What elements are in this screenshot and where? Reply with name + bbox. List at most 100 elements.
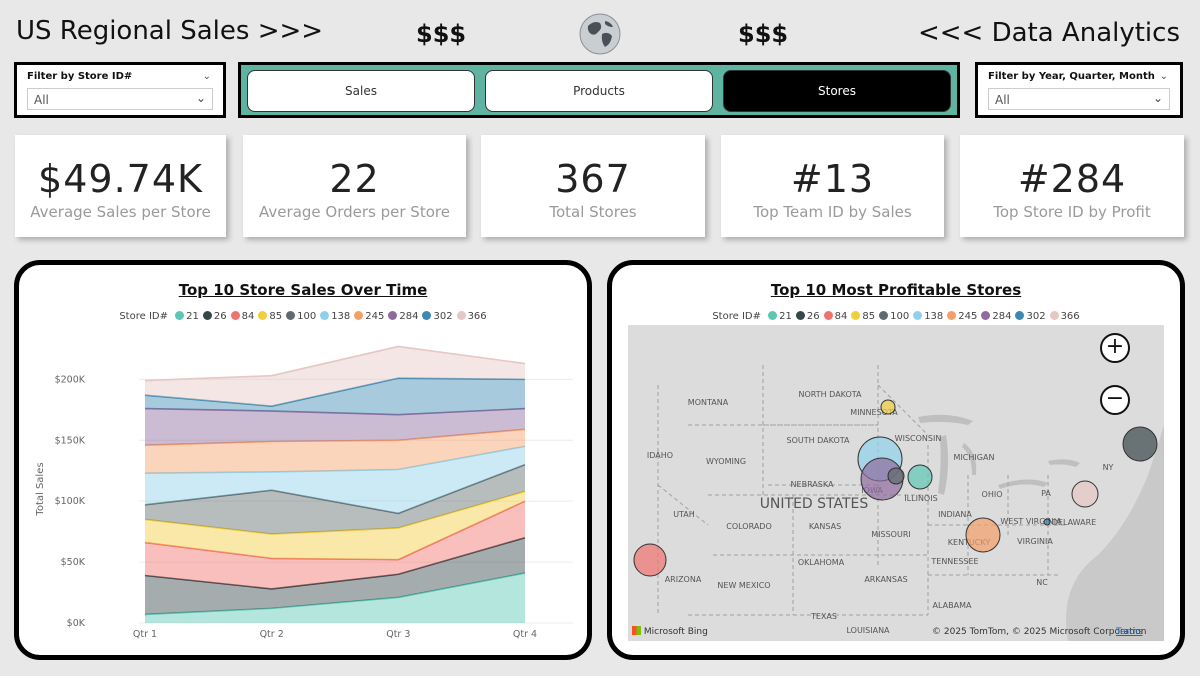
area-series-302[interactable]: [145, 378, 525, 415]
x-tick-label: Qtr 4: [513, 629, 537, 640]
legend-label: 85: [269, 311, 283, 322]
legend-dot: [1049, 311, 1059, 320]
legend-item[interactable]: 245: [947, 311, 977, 322]
legend-item[interactable]: 302: [1015, 311, 1046, 322]
legend-label: 138: [331, 311, 351, 322]
map-state-label: ARIZONA: [665, 575, 702, 584]
chevron-down-icon: ⌄: [1152, 91, 1163, 105]
kpi-card-top-team: #13 Top Team ID by Sales: [721, 135, 944, 237]
legend-title: Store ID#: [119, 311, 168, 322]
legend-item[interactable]: 85: [851, 311, 875, 322]
tab-stores[interactable]: Stores: [723, 70, 951, 112]
legend-label: 245: [958, 311, 978, 322]
map-state-label: SOUTH DAKOTA: [786, 436, 850, 445]
legend-label: 21: [186, 311, 199, 322]
legend-label: 84: [241, 311, 255, 322]
legend-item[interactable]: 84: [823, 311, 848, 322]
legend-item[interactable]: 84: [230, 311, 255, 322]
store-marker-21[interactable]: [907, 464, 933, 490]
area-series-138[interactable]: [145, 446, 525, 514]
legend-item[interactable]: 366: [456, 311, 487, 322]
legend-label: 284: [992, 311, 1012, 322]
period-filter-select[interactable]: All ⌄: [988, 88, 1170, 110]
store-filter-label: Filter by Store ID#: [27, 71, 133, 82]
area-series-366[interactable]: [145, 346, 525, 407]
store-filter[interactable]: Filter by Store ID# ⌄ All ⌄: [14, 62, 226, 118]
area-series-245[interactable]: [145, 429, 525, 474]
legend-item[interactable]: 85: [258, 311, 282, 322]
map-state-label: NORTH DAKOTA: [798, 390, 862, 399]
map-state-label: LOUISIANA: [846, 626, 890, 635]
area-series-284[interactable]: [145, 408, 525, 446]
store-marker-26[interactable]: [1122, 426, 1158, 462]
legend-item[interactable]: 284: [981, 311, 1011, 322]
store-marker-85[interactable]: [880, 399, 896, 415]
tab-products[interactable]: Products: [485, 70, 713, 112]
kpi-label: Top Team ID by Sales: [753, 203, 912, 221]
map-view[interactable]: NORTH DAKOTA MONTANA MINNESOTA SOUTH DAKOTA…: [628, 325, 1164, 641]
map-state-label: ALABAMA: [933, 601, 972, 610]
legend-item[interactable]: 284: [388, 311, 418, 322]
map-state-label: NC: [1036, 578, 1048, 587]
y-tick-label: $50K: [61, 557, 86, 568]
bing-logo: Microsoft Bing: [632, 626, 708, 637]
store-filter-select[interactable]: All ⌄: [27, 88, 213, 110]
area-series-26[interactable]: [145, 537, 525, 615]
legend-item[interactable]: 138: [320, 311, 350, 322]
map-title: Top 10 Most Profitable Stores: [770, 281, 1022, 299]
map-markers[interactable]: NORTH DAKOTA MONTANA MINNESOTA SOUTH DAKOTA…: [628, 325, 1164, 641]
legend-item[interactable]: 138: [913, 311, 943, 322]
chevron-down-icon[interactable]: ⌄: [202, 71, 211, 82]
store-marker-84[interactable]: [633, 543, 667, 577]
tab-sales[interactable]: Sales: [247, 70, 475, 112]
zoom-in-button[interactable]: +: [1100, 333, 1130, 363]
legend-item[interactable]: 245: [354, 311, 384, 322]
legend-item[interactable]: 100: [286, 311, 316, 322]
map-copyright: © 2025 TomTom, © 2025 Microsoft Corporat…: [932, 627, 1147, 637]
legend-item[interactable]: 302: [422, 311, 453, 322]
map-state-label: PA: [1041, 489, 1051, 498]
legend-dot: [981, 311, 991, 320]
page-title: US Regional Sales >>>: [16, 16, 324, 46]
chevron-down-icon[interactable]: ⌄: [1159, 71, 1168, 82]
store-marker-302[interactable]: [1043, 518, 1051, 526]
kpi-value: $49.74K: [38, 157, 203, 201]
legend-title: Store ID#: [712, 311, 761, 322]
map-state-label: NEW MEXICO: [717, 581, 770, 590]
legend-label: 366: [1060, 311, 1080, 322]
store-marker-245[interactable]: [965, 517, 1001, 553]
map-state-label: MICHIGAN: [954, 453, 995, 462]
kpi-value: #284: [1017, 157, 1127, 201]
legend-item[interactable]: 21: [768, 311, 792, 322]
legend-dot: [795, 311, 805, 320]
map-state-label: ARKANSAS: [864, 575, 907, 584]
zoom-out-button[interactable]: −: [1100, 385, 1130, 415]
legend-item[interactable]: 26: [795, 311, 820, 322]
store-marker-100[interactable]: [887, 467, 905, 485]
legend-label: 85: [862, 311, 876, 322]
area-chart-title: Top 10 Store Sales Over Time: [178, 281, 428, 299]
chevron-down-icon: ⌄: [195, 91, 206, 105]
legend-item[interactable]: 26: [202, 311, 227, 322]
store-marker-366[interactable]: [1071, 480, 1099, 508]
legend-item[interactable]: 100: [879, 311, 909, 322]
area-line-138: [144, 445, 526, 474]
y-tick-label: $150K: [55, 435, 86, 446]
period-filter-label: Filter by Year, Quarter, Month: [988, 71, 1155, 82]
legend-dot: [879, 311, 889, 320]
store-filter-value: All: [34, 93, 49, 107]
legend-label: 21: [779, 311, 792, 322]
area-series-100[interactable]: [145, 464, 525, 535]
area-series-85[interactable]: [145, 491, 525, 560]
area-series-84[interactable]: [145, 501, 525, 589]
legend-dot: [230, 311, 240, 320]
period-filter[interactable]: Filter by Year, Quarter, Month ⌄ All ⌄: [975, 62, 1183, 118]
y-axis-label: Total Sales: [35, 462, 46, 516]
legend-item[interactable]: 366: [1049, 311, 1080, 322]
map-state-label: MONTANA: [688, 398, 729, 407]
map-state-label: DELAWARE: [1052, 518, 1096, 527]
legend-label: 84: [834, 311, 848, 322]
area-line-85: [144, 490, 526, 535]
terms-link[interactable]: Terms: [1116, 627, 1143, 637]
legend-item[interactable]: 21: [175, 311, 199, 322]
